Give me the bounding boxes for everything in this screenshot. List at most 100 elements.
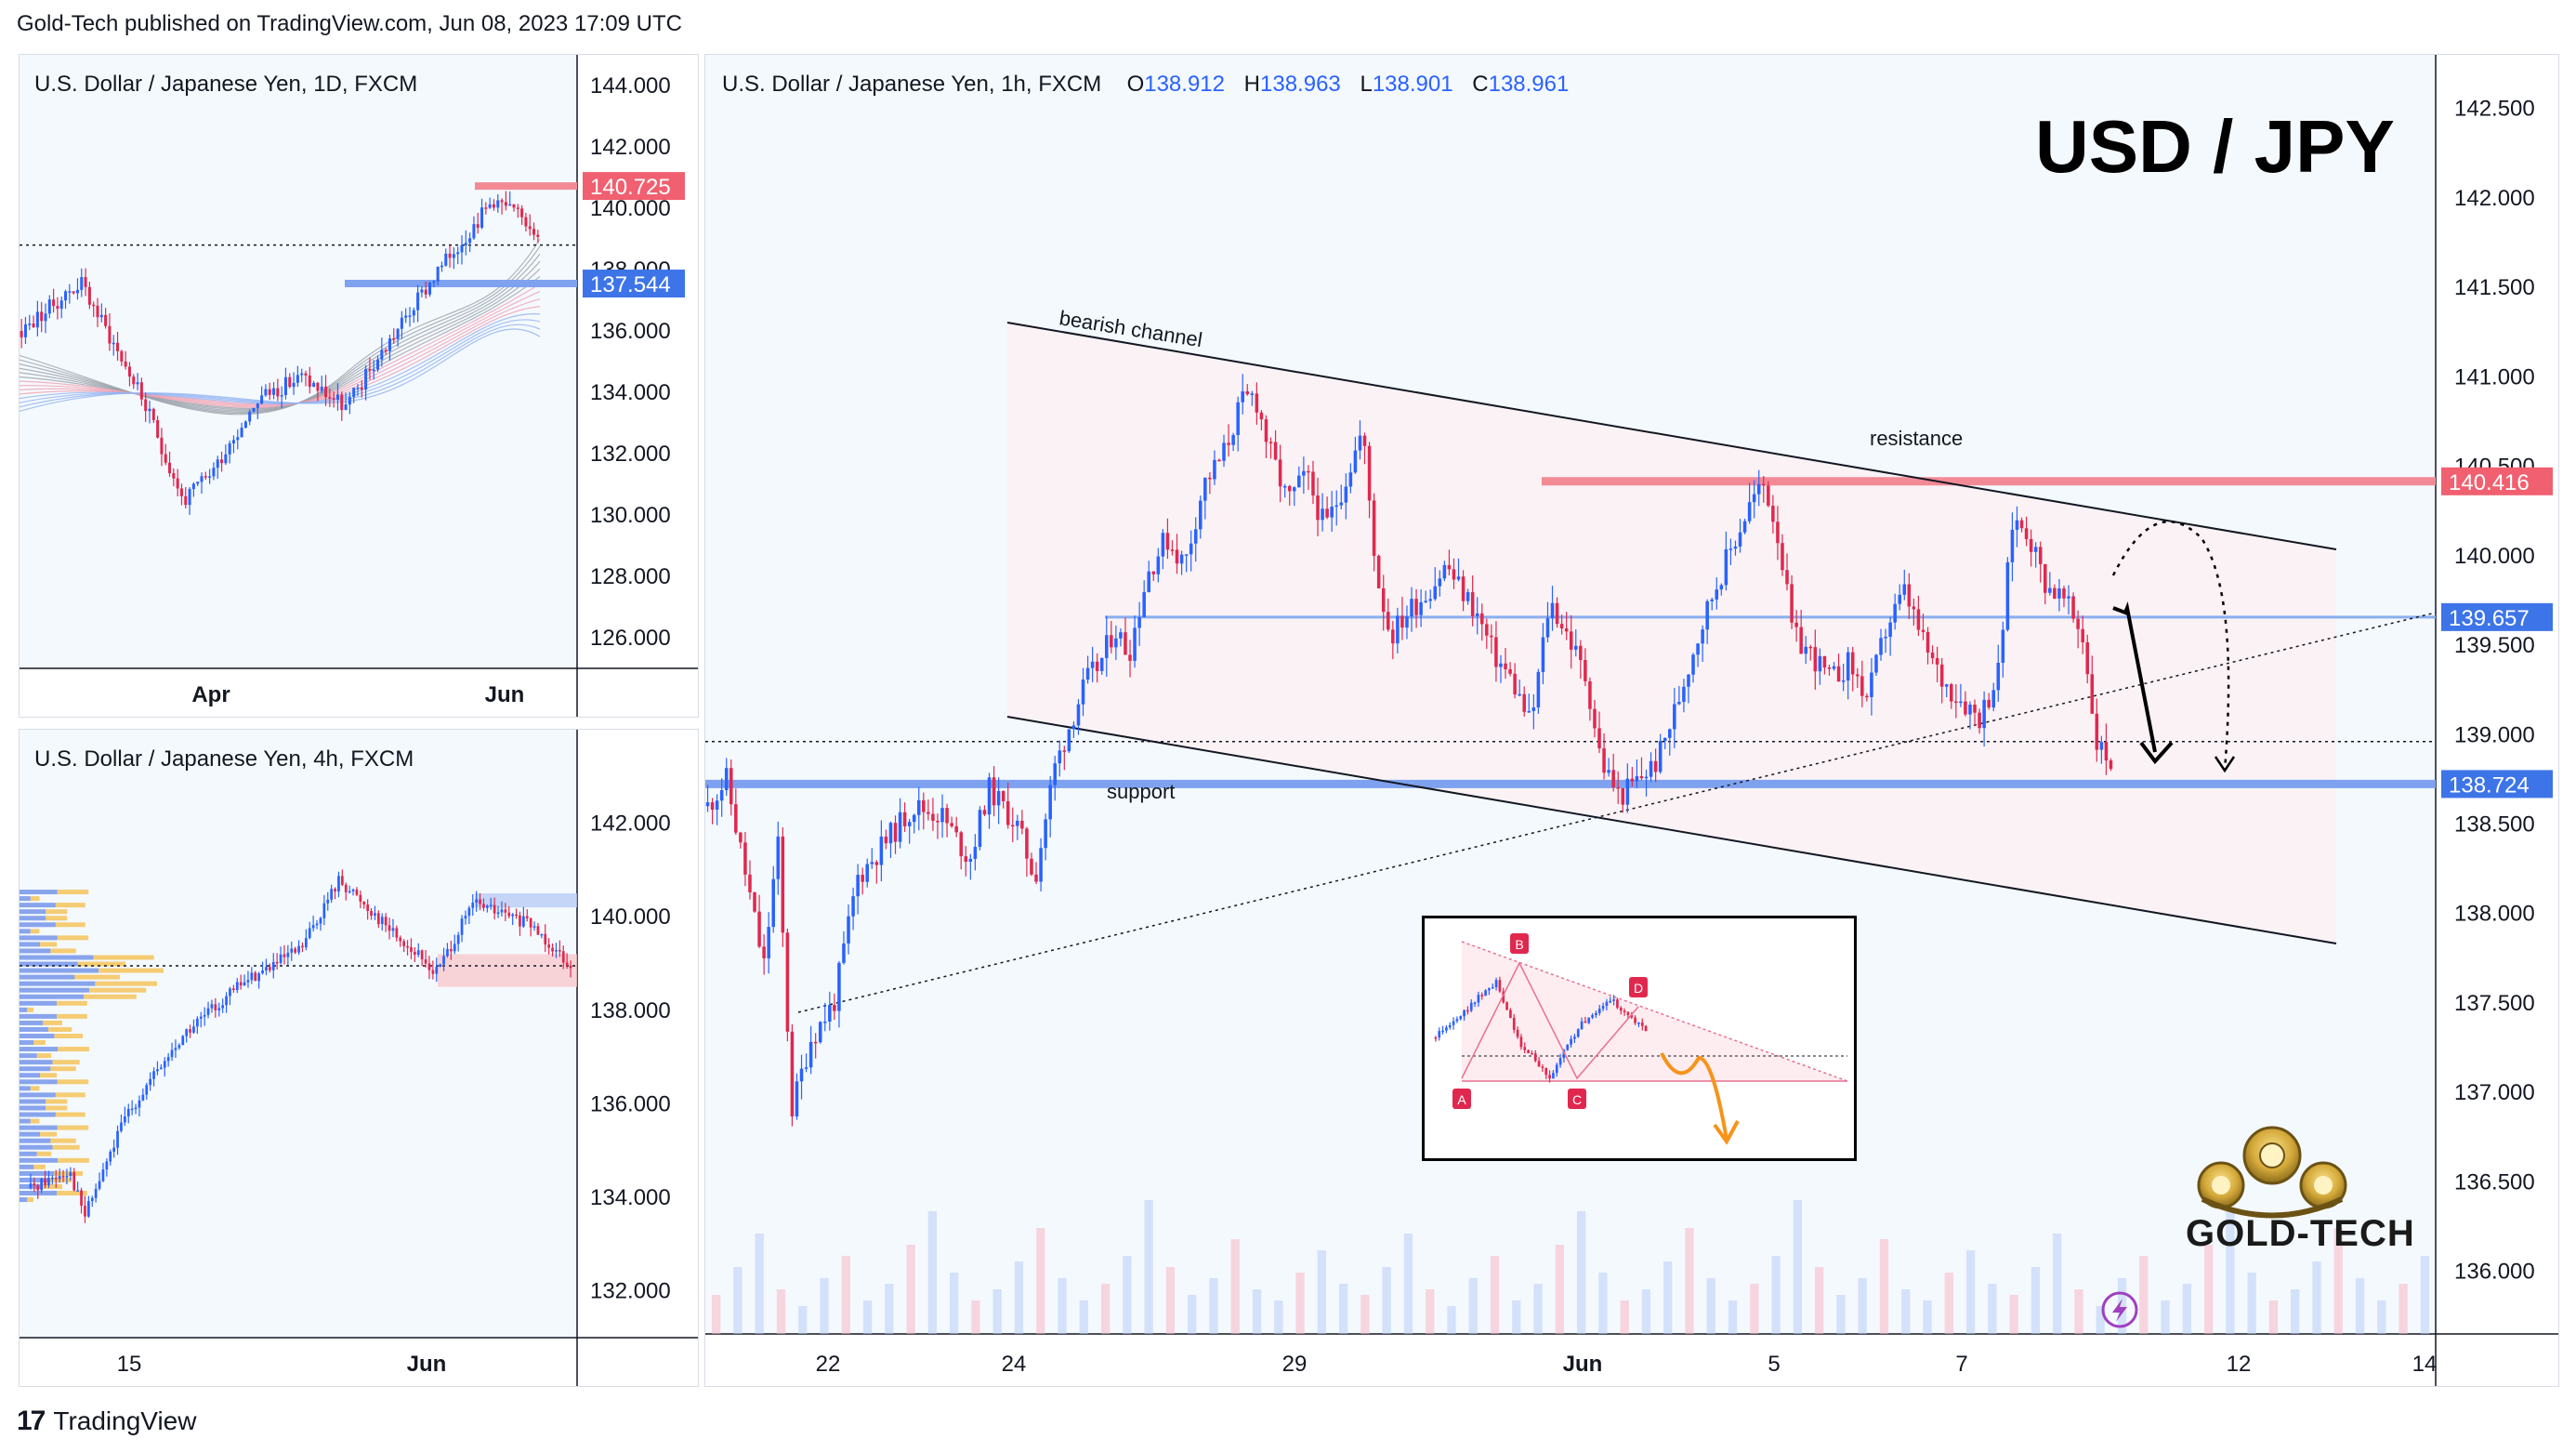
volume-profile-bar <box>20 981 96 986</box>
main-candle <box>1330 507 1334 518</box>
4h-candle <box>261 970 264 974</box>
daily-candle <box>47 299 51 314</box>
volume-profile-bar <box>50 1138 76 1143</box>
inset-candle <box>1509 1010 1512 1018</box>
main-candle <box>1959 701 1963 704</box>
volume-bar <box>2074 1289 2083 1334</box>
main-candle <box>1569 631 1573 650</box>
main-candle <box>959 832 963 857</box>
daily-candle <box>524 217 528 227</box>
volume-profile-bar <box>74 974 120 980</box>
main-candle <box>1767 485 1770 507</box>
ohlc-low-label: L <box>1360 72 1373 97</box>
main-candle <box>1677 702 1681 705</box>
main-candle <box>1536 671 1541 708</box>
price-tick-label: 138.000 <box>590 998 671 1023</box>
daily-candle <box>112 342 115 345</box>
daily-candle <box>272 388 276 395</box>
main-candle <box>1142 592 1146 617</box>
volume-profile-bar <box>20 942 41 947</box>
tradingview-footer[interactable]: 17 TradingView <box>17 1406 196 1437</box>
main-candle <box>1921 629 1925 632</box>
main-candle <box>715 800 719 811</box>
4h-candle <box>250 972 254 981</box>
main-candle <box>884 836 888 844</box>
daily-candle <box>496 200 500 208</box>
4h-candle <box>322 903 326 918</box>
plot-background <box>20 730 577 1338</box>
price-tick-label: 138.000 <box>2454 902 2535 927</box>
4h-candle <box>427 963 431 970</box>
main-candle <box>818 1022 822 1043</box>
volume-profile-bar <box>20 929 31 934</box>
main-candle <box>1405 616 1409 628</box>
projection-arrow-dashed-head <box>2214 756 2236 773</box>
main-candle <box>762 946 766 958</box>
main-candle <box>753 892 756 912</box>
daily-chart-svg[interactable]: 144.000142.000140.000138.000136.000134.0… <box>20 55 698 717</box>
volume-bar <box>1663 1261 1673 1334</box>
main-candle <box>1231 435 1235 445</box>
daily-chart-panel[interactable]: 144.000142.000140.000138.000136.000134.0… <box>19 54 699 718</box>
main-candle <box>1381 587 1386 613</box>
inset-candle <box>1566 1044 1570 1050</box>
daily-candle <box>136 382 139 385</box>
inset-candle <box>1519 1036 1523 1048</box>
daily-candle <box>348 397 351 405</box>
volume-bar <box>1209 1278 1218 1334</box>
4h-candle <box>330 889 334 900</box>
volume-profile-bar <box>20 909 46 915</box>
main-candle <box>1156 556 1161 574</box>
main-candle <box>724 768 729 791</box>
main-candle <box>1925 631 1930 653</box>
time-tick-label: 7 <box>1955 1352 1967 1377</box>
daily-candle <box>504 202 507 206</box>
main-candle <box>2067 596 2070 599</box>
4h-candle <box>456 934 460 944</box>
main-candle <box>1813 647 1818 672</box>
4h-chart-panel[interactable]: 142.000 140.000 138.000 136.000 134.000 132.0… <box>19 729 699 1387</box>
main-candle <box>851 896 855 917</box>
main-candle <box>2048 587 2052 593</box>
volume-profile-bar <box>20 896 31 902</box>
main-candle <box>1531 707 1536 711</box>
volume-profile-bar <box>20 1118 31 1124</box>
main-candle <box>1414 599 1418 615</box>
main-candle <box>833 1005 836 1011</box>
volume-profile-bar <box>46 1099 68 1104</box>
4h-candle <box>152 1071 155 1079</box>
main-candle <box>1433 586 1438 600</box>
4h-candle <box>442 956 445 965</box>
volume-bar <box>776 1289 786 1334</box>
volume-bar <box>1641 1289 1651 1334</box>
main-candle <box>1950 684 1953 702</box>
volume-profile-bar <box>20 1020 44 1025</box>
main-candle <box>719 790 724 801</box>
4h-chart-svg[interactable]: 142.000 140.000 138.000 136.000 134.000 132.0… <box>20 730 698 1386</box>
pattern-point-badge <box>1510 933 1529 954</box>
4h-candle <box>243 982 246 986</box>
main-candle <box>2057 588 2061 599</box>
main-candle <box>1250 393 1255 395</box>
4h-candle <box>460 918 464 935</box>
main-candle <box>1016 820 1019 826</box>
4h-candle <box>94 1188 98 1198</box>
daily-candle <box>340 394 344 411</box>
plot-background <box>20 55 577 668</box>
main-candle <box>2010 529 2015 562</box>
4h-candle <box>366 904 370 911</box>
inset-candle <box>1477 995 1480 1003</box>
main-candle <box>1287 485 1292 492</box>
main-candle <box>1738 532 1742 547</box>
daily-candle <box>344 404 348 411</box>
main-candle <box>1001 791 1005 801</box>
daily-candle <box>400 317 403 329</box>
main-candle <box>1541 637 1545 672</box>
volume-bar <box>885 1284 894 1334</box>
main-candle <box>1644 776 1649 779</box>
inset-candle <box>1587 1017 1591 1023</box>
main-candle <box>1916 609 1921 630</box>
main-candle <box>874 862 879 865</box>
price-tick-label: 132.000 <box>590 1279 671 1304</box>
main-candle <box>1593 708 1597 729</box>
